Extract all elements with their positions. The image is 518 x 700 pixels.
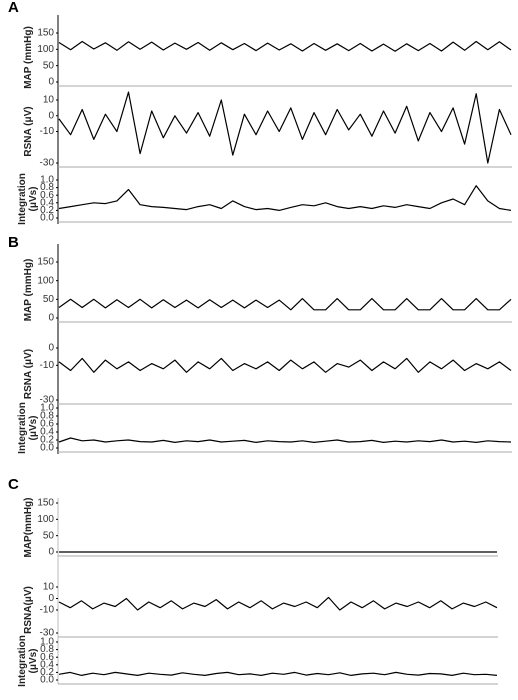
y-tick-label: 100 [37,275,54,286]
y-axis-label-line: RSNA (μV) [23,349,34,399]
y-tick-label: -10 [40,360,55,371]
y-axis-label: MAP(mmHg) [23,498,34,558]
trace [58,437,512,443]
y-tick-label: 0.6 [40,652,54,663]
y-tick-label: 0 [48,110,54,121]
y-tick-label: 50 [43,294,55,305]
y-tick-label: 1.0 [40,175,54,186]
y-axis-label-line: MAP(mmHg) [23,498,34,558]
y-axis-label: Integration(μVs) [17,635,39,687]
trace [58,357,512,373]
y-tick-label: -30 [40,158,55,169]
y-axis-label: RSNA (μV) [23,349,34,399]
y-tick-label: 0.0 [40,443,54,454]
y-axis-label-line: (μVs) [28,648,39,673]
y-tick-label: 10 [43,95,55,106]
y-tick-label: 1.0 [40,403,54,414]
y-axis-label: Integration(μVs) [17,402,39,454]
y-tick-label: 0 [48,343,54,354]
y-tick-label: 0.2 [40,667,54,678]
y-tick-label: -10 [40,605,55,616]
y-axis-label: RSNA (μV) [23,106,34,156]
y-tick-label: 0.8 [40,411,54,422]
y-axis-label-line: RSNA (μV) [23,106,34,156]
y-tick-label: 50 [43,60,55,71]
trace [58,671,498,677]
y-tick-label: 0 [48,77,54,88]
panel-label: A [8,0,19,16]
y-axis-label: RSNA(μV) [23,586,34,634]
trace [58,40,512,52]
y-axis-label-line: Integration [17,402,28,454]
y-axis-label-line: Integration [17,635,28,687]
y-tick-label: 0 [48,313,54,324]
y-tick-label: -30 [40,395,55,406]
y-axis-label-line: MAP (mmHg) [23,259,34,322]
y-tick-label: 0 [48,547,54,558]
y-tick-label: 0.4 [40,197,54,208]
y-axis-label-line: Integration [17,173,28,225]
y-axis-label: MAP (mmHg) [23,259,34,322]
y-tick-label: 10 [43,582,55,593]
y-tick-label: 0.0 [40,675,54,686]
y-axis-label-line: MAP (mmHg) [23,26,34,89]
trace [58,185,512,211]
y-tick-label: 50 [43,530,55,541]
y-tick-label: 0.8 [40,182,54,193]
y-tick-label: 150 [37,28,54,39]
y-tick-label: 0.0 [40,213,54,224]
panel-label: B [8,234,19,251]
y-axis-label-line: (μVs) [28,415,39,440]
y-tick-label: 150 [37,498,54,509]
y-tick-label: 0.2 [40,435,54,446]
y-axis-label-line: RSNA(μV) [23,586,34,634]
y-axis-label: MAP (mmHg) [23,26,34,89]
y-axis-label: Integration(μVs) [17,173,39,225]
y-tick-label: 1.0 [40,637,54,648]
y-axis-label-line: (μVs) [28,186,39,211]
y-tick-label: 150 [37,257,54,268]
trace [58,91,512,164]
y-tick-label: 0.4 [40,659,54,670]
trace [58,596,498,611]
panel-label: C [8,476,19,493]
y-tick-label: 0.6 [40,419,54,430]
y-tick-label: 0 [48,593,54,604]
y-tick-label: -30 [40,628,55,639]
y-tick-label: 0.2 [40,205,54,216]
y-tick-label: 100 [37,514,54,525]
y-tick-label: 0.6 [40,190,54,201]
y-tick-label: 100 [37,44,54,55]
y-tick-label: 0.8 [40,644,54,655]
y-tick-label: 0.4 [40,427,54,438]
trace [58,298,512,311]
y-tick-label: -10 [40,126,55,137]
